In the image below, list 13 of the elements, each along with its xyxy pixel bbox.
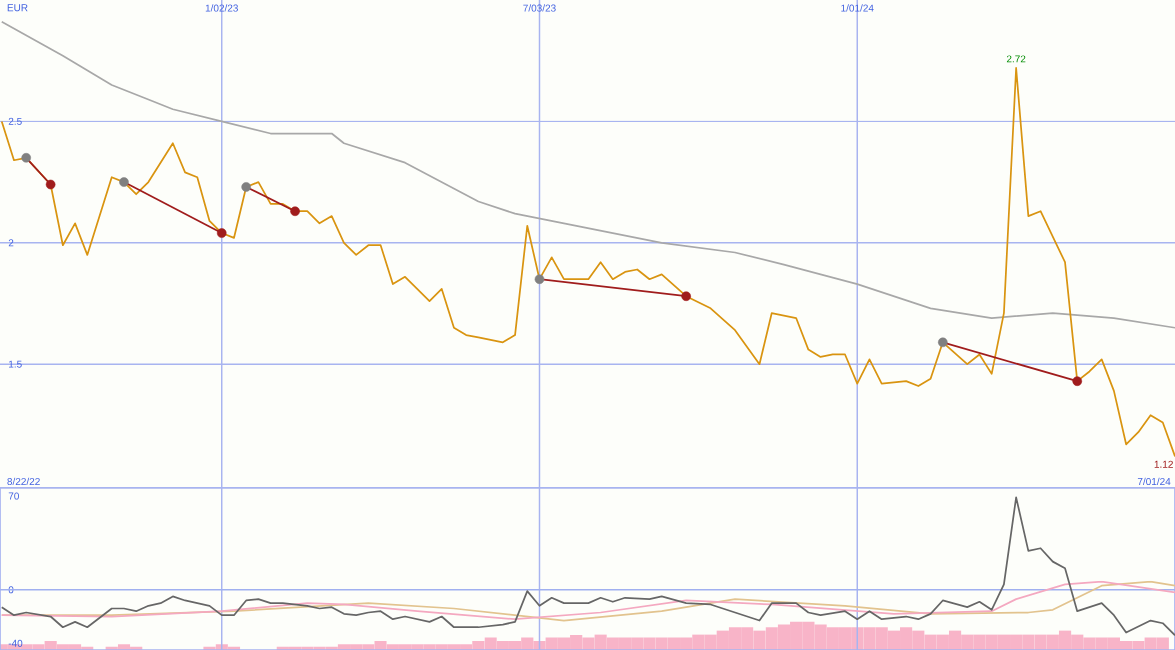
y-tick-label: 2.5 (8, 117, 22, 125)
annotation: 2.72 (1006, 55, 1026, 63)
y-tick-label: 2 (8, 239, 14, 247)
x-tick-label: 7/03/23 (523, 4, 556, 12)
annotation: 8/22/22 (7, 477, 40, 486)
annotation: 1.12 (1154, 460, 1173, 468)
y-tick-label: 70 (8, 492, 19, 500)
x-tick-label: 1/02/23 (205, 4, 238, 12)
x-tick-label: 1/01/24 (841, 4, 874, 12)
y-tick-label: -40 (8, 639, 23, 647)
y-tick-label: 1.5 (9, 360, 22, 368)
y-axis-title: EUR (7, 4, 28, 12)
annotation: 7/01/24 (1137, 477, 1171, 486)
